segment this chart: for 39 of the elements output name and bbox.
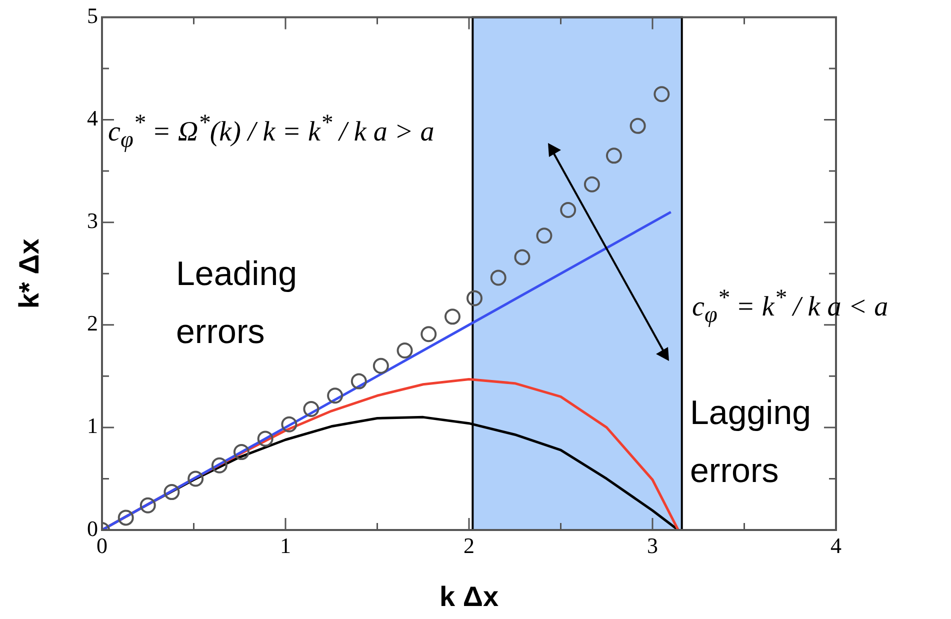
y-axis-title: k* Δx <box>14 238 45 309</box>
point <box>327 388 344 404</box>
annotation: Lagging errors <box>690 393 812 492</box>
x-axis-title: k Δx <box>439 580 499 612</box>
point <box>257 430 274 447</box>
annotation: Leading errors <box>176 254 298 353</box>
x-tick-label: 3 <box>647 532 658 558</box>
point <box>630 118 646 134</box>
y-tick-label: 2 <box>87 310 98 336</box>
point <box>188 470 204 487</box>
point <box>211 457 228 474</box>
point <box>420 326 437 342</box>
y-tick-label: 5 <box>87 2 98 28</box>
point <box>536 228 552 244</box>
point <box>164 484 180 500</box>
y-tick-label: 4 <box>87 106 98 131</box>
point <box>372 358 389 374</box>
point <box>140 497 156 514</box>
point <box>350 373 367 390</box>
point <box>118 510 134 526</box>
point <box>654 86 670 102</box>
y-tick-label: 1 <box>87 413 98 438</box>
point <box>584 176 600 192</box>
point <box>514 249 530 266</box>
y-tick-label: 0 <box>87 516 98 541</box>
point <box>396 342 413 359</box>
point <box>233 444 250 460</box>
point <box>490 270 506 286</box>
point <box>281 416 298 432</box>
y-tick-label: 3 <box>87 208 98 234</box>
x-tick-label: 1 <box>280 532 291 558</box>
x-tick-label: 2 <box>464 532 474 558</box>
point <box>560 202 576 218</box>
point <box>466 290 483 306</box>
x-tick-label: 4 <box>830 532 842 558</box>
annotation: c$_{φ}$$^{*}$ = Ω$^{*}$(k) / k = k$^{*}$ / k a > a <box>108 110 434 154</box>
point <box>606 148 622 164</box>
point <box>303 400 320 417</box>
point <box>444 308 460 325</box>
